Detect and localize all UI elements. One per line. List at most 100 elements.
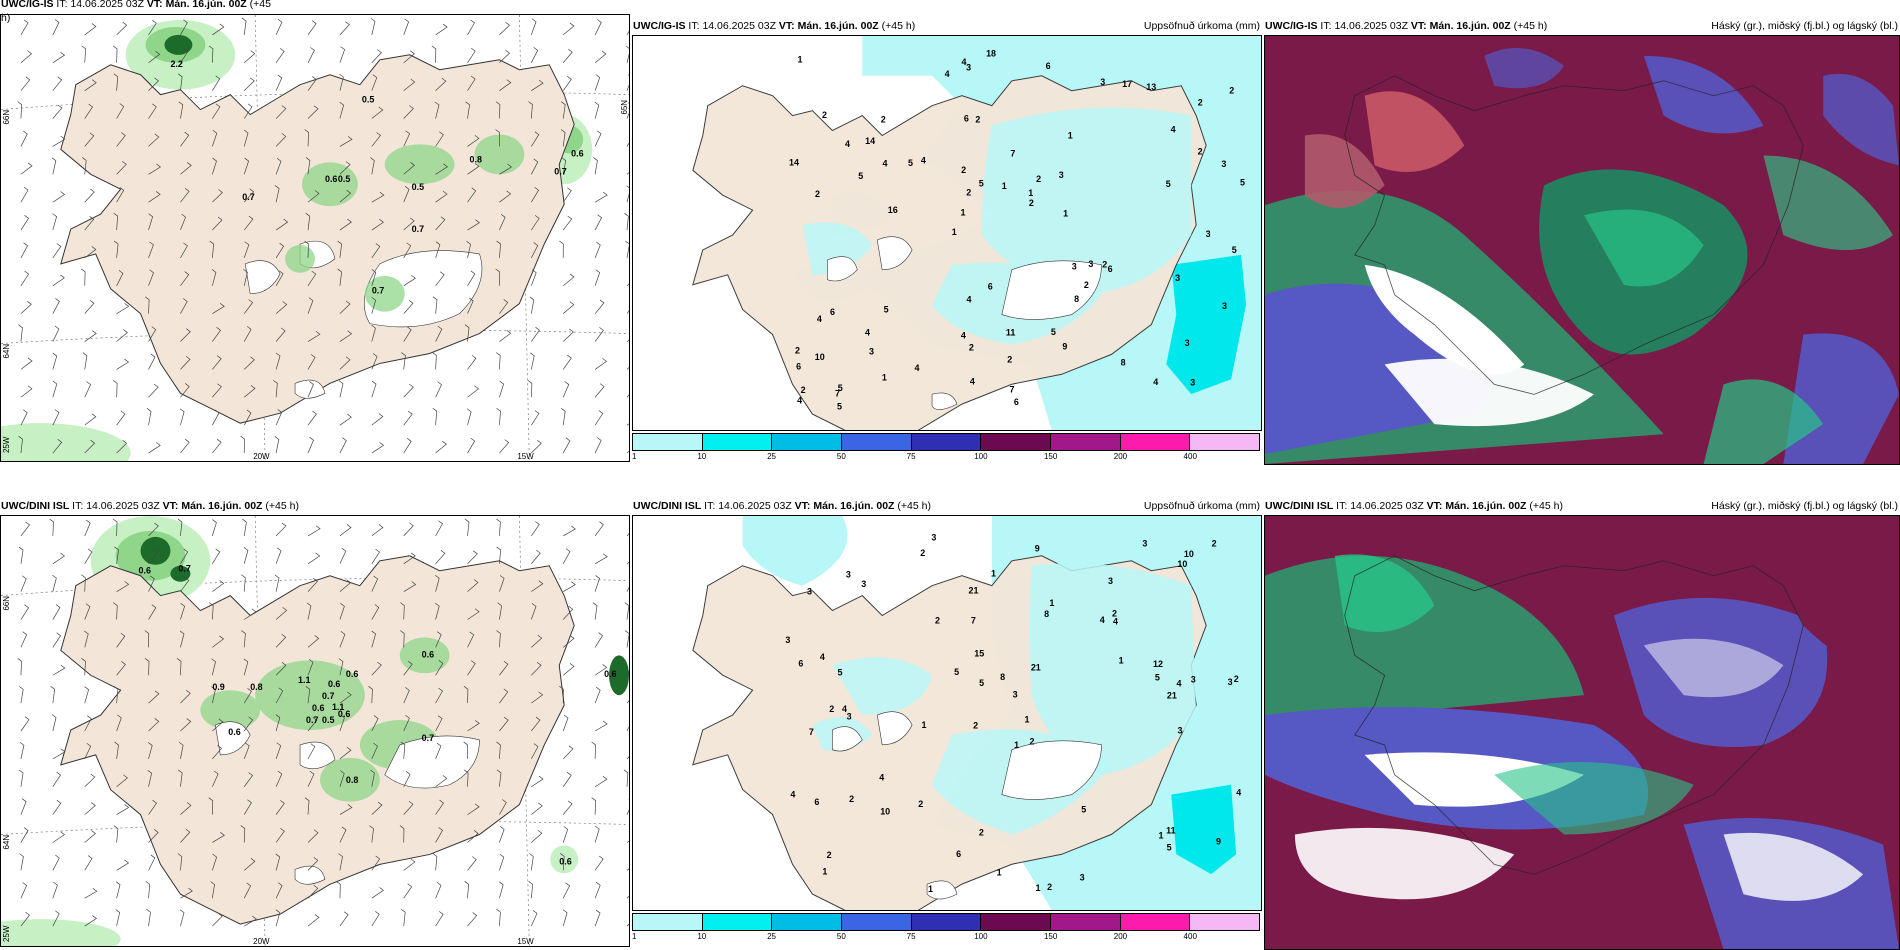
precip-value: 2: [973, 720, 978, 730]
wind-value: 0.6: [571, 148, 583, 158]
precip-value: 4: [845, 139, 850, 149]
wind-barb: [52, 243, 62, 259]
wind-barb: [307, 76, 317, 91]
wind-barb: [562, 76, 572, 91]
precip-value: 2: [795, 346, 800, 356]
precip-value: 2: [1229, 85, 1234, 95]
wind-barb: [403, 410, 413, 426]
precip-value: 1: [1119, 656, 1124, 666]
valid-time: Mán. 16.jún. 00Z: [813, 500, 895, 512]
wind-barb: [528, 101, 533, 119]
wind-barb: [177, 73, 183, 91]
wind-barb: [403, 687, 410, 704]
wind-barb: [148, 549, 158, 564]
wind-barb: [84, 330, 97, 342]
wind-barb: [84, 548, 93, 564]
wind-barb: [467, 579, 479, 592]
wind-barb: [531, 580, 544, 592]
wind-barb: [180, 690, 191, 704]
precip-value: 4: [961, 330, 966, 340]
wind-barb: [208, 797, 214, 815]
wind-barb: [626, 339, 629, 342]
wind-barb: [180, 213, 187, 231]
wind-barb: [20, 911, 31, 927]
wind-barb: [212, 75, 221, 91]
wind-barb: [403, 660, 413, 676]
wind-barb: [243, 157, 250, 175]
wind-barb: [403, 438, 412, 454]
wind-value: 0.7: [322, 691, 334, 701]
wind-barb: [400, 602, 405, 620]
lead-time: (+45 h): [1529, 500, 1563, 512]
wind-barb: [243, 409, 252, 426]
wind-barb: [339, 101, 345, 119]
precip-value: 6: [988, 282, 993, 292]
wind-barb: [467, 720, 480, 732]
wind-barb: [371, 49, 382, 64]
precip-value: 5: [1232, 245, 1237, 255]
wind-barb: [148, 829, 159, 843]
wind-value: 0.7: [412, 224, 424, 234]
colorbar-swatch: [772, 914, 843, 930]
wind-barb: [307, 716, 318, 732]
wind-value: 0.8: [250, 682, 262, 692]
wind-barb: [180, 131, 190, 147]
precip-value: 10: [815, 352, 825, 362]
cloud-map: [1264, 515, 1900, 950]
wind-barb: [626, 102, 629, 119]
colorbar-swatch: [633, 434, 703, 450]
vt-label: VT:: [1426, 500, 1443, 512]
init-time: 14.06.2025 03Z: [86, 500, 160, 512]
precip-value: 4: [961, 57, 966, 67]
wind-barb: [20, 19, 29, 36]
panel-header: UWC/DINI ISL IT: 14.06.2025 03Z VT: Mán.…: [0, 498, 630, 515]
wind-barb: [465, 101, 470, 119]
wind-barb: [116, 103, 125, 119]
wind-barb: [467, 856, 477, 871]
precip-value: 1: [991, 569, 996, 579]
wind-barb: [529, 853, 534, 871]
wind-barb: [212, 745, 223, 760]
wind-barb: [403, 50, 415, 64]
wind-barb: [52, 748, 66, 760]
precip-value: 6: [798, 659, 803, 669]
wind-barb: [243, 77, 255, 91]
wind-barb: [52, 325, 60, 342]
wind-value: 0.8: [470, 154, 482, 164]
precip-value: 12: [1153, 659, 1163, 669]
colorbar-labels: 1 10 25 50 75 100 150 200 400: [632, 932, 1260, 944]
wind-barb: [84, 439, 96, 454]
wind-barb: [371, 269, 377, 286]
wind-barb: [180, 828, 191, 843]
precip-value: 4: [1100, 615, 1105, 625]
wind-barb: [243, 356, 255, 370]
precip-value: 1: [1049, 598, 1054, 608]
wind-barb: [148, 575, 155, 592]
precip-value: 8: [1000, 672, 1005, 682]
precip-value: 1: [882, 373, 887, 383]
wind-barb: [495, 101, 501, 119]
axis-labels: 66N 64N 25W 20W 15W 65N: [2, 100, 629, 461]
wind-barb: [562, 606, 574, 620]
wind-barb: [144, 296, 150, 314]
wind-barb: [626, 798, 629, 815]
precip-value: 6: [1046, 61, 1051, 71]
wind-barb: [115, 881, 121, 899]
wind-barb: [212, 216, 223, 231]
wind-barb: [180, 718, 192, 732]
wind-barb: [307, 47, 315, 63]
valid-time: Mán. 16.jún. 00Z: [797, 20, 879, 32]
wind-barb: [144, 630, 150, 648]
lead-time: (+45 h): [881, 20, 916, 32]
glaciers: [832, 711, 1102, 900]
wind-barb: [275, 714, 281, 732]
wind-barb: [148, 133, 160, 147]
precip-value: 3: [1072, 262, 1077, 272]
precip-value: 6: [796, 362, 801, 372]
wind-barb: [307, 270, 317, 286]
wind-barb: [371, 380, 377, 398]
wind-barb: [178, 741, 184, 759]
wind-barb: [560, 853, 565, 871]
wind-barb: [403, 552, 416, 565]
wind-barb: [307, 190, 320, 203]
